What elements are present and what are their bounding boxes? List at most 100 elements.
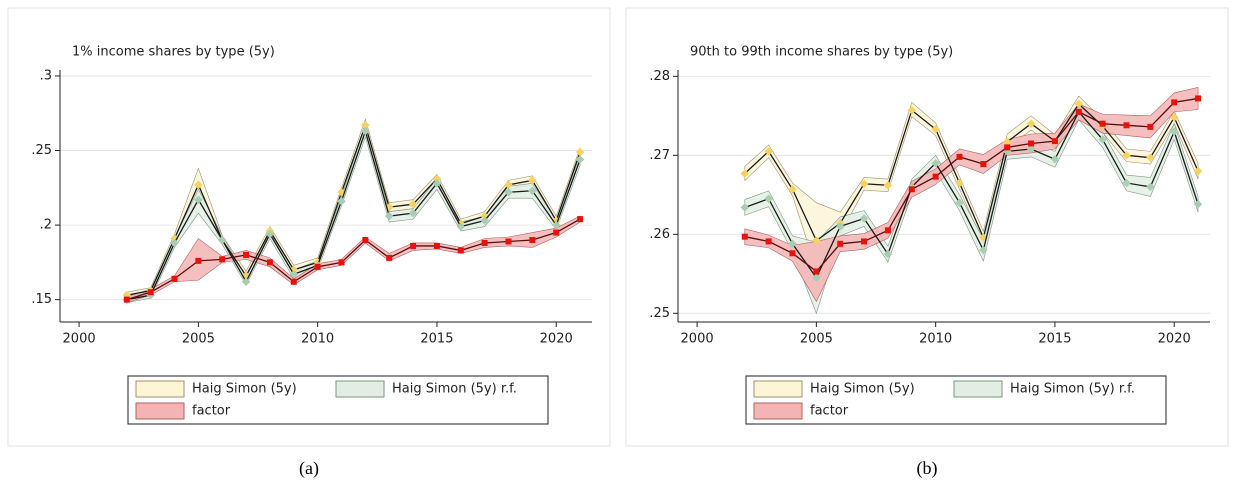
marker <box>266 259 273 266</box>
marker <box>1195 95 1202 102</box>
marker <box>884 227 891 234</box>
marker <box>1171 99 1178 106</box>
x-tick-label: 2020 <box>1158 332 1191 347</box>
marker <box>314 263 321 270</box>
panel-frame <box>7 7 611 447</box>
marker <box>432 179 442 188</box>
marker <box>1099 120 1106 127</box>
marker <box>480 216 489 225</box>
marker <box>361 120 370 130</box>
x-tick-label: 2000 <box>63 332 96 347</box>
marker <box>1004 144 1011 151</box>
marker <box>765 238 772 245</box>
marker <box>553 229 560 236</box>
x-tick-label: 2015 <box>420 332 453 347</box>
marker <box>481 239 488 246</box>
marker <box>932 173 939 180</box>
x-tick-label: 2000 <box>681 332 714 347</box>
marker <box>837 240 844 247</box>
marker <box>1123 122 1130 129</box>
marker <box>980 161 987 168</box>
legend-swatch <box>953 380 1003 398</box>
marker <box>433 242 440 249</box>
y-tick-label: .27 <box>649 148 670 163</box>
marker <box>861 238 868 245</box>
chart-title: 90th to 99th income shares by type (5y) <box>690 45 953 60</box>
series-line <box>126 218 581 301</box>
legend-swatch <box>753 402 803 420</box>
x-tick-label: 2005 <box>800 332 833 347</box>
marker <box>1147 123 1154 130</box>
marker <box>362 236 369 243</box>
marker <box>171 275 178 282</box>
marker <box>505 238 512 245</box>
y-tick-label: .25 <box>649 306 670 321</box>
series-line <box>744 110 1199 280</box>
marker <box>1051 138 1058 145</box>
marker <box>243 251 250 258</box>
x-tick-label: 2010 <box>919 332 952 347</box>
legend-swatch <box>753 380 803 398</box>
legend-label: Haig Simon (5y) <box>192 382 297 397</box>
marker <box>265 229 275 239</box>
legend-label: factor <box>192 404 231 419</box>
y-tick-label: .25 <box>31 143 52 158</box>
legend-label: Haig Simon (5y) <box>810 382 915 397</box>
marker <box>812 273 821 283</box>
marker <box>219 256 226 263</box>
series-line <box>744 97 1199 273</box>
marker <box>289 270 299 279</box>
marker <box>813 268 820 275</box>
legend-label: Haig Simon (5y) r.f. <box>392 382 517 397</box>
band <box>744 95 1199 271</box>
legend-swatch <box>135 402 185 420</box>
marker <box>1028 140 1035 147</box>
marker <box>290 278 297 285</box>
marker <box>217 235 227 245</box>
marker <box>741 233 748 240</box>
marker <box>194 180 203 190</box>
legend-swatch <box>335 380 385 398</box>
marker <box>408 208 418 218</box>
x-tick-label: 2015 <box>1038 332 1071 347</box>
marker <box>908 186 915 193</box>
marker <box>789 250 796 257</box>
y-tick-label: .3 <box>40 68 52 83</box>
x-tick-label: 2005 <box>182 332 215 347</box>
marker <box>410 242 417 249</box>
series-line <box>126 123 581 296</box>
legend-label: factor <box>810 404 849 419</box>
marker <box>577 216 584 223</box>
marker <box>504 188 513 197</box>
marker <box>338 259 345 266</box>
marker <box>529 236 536 243</box>
caption: (b) <box>917 458 938 479</box>
marker <box>384 211 394 221</box>
marker <box>408 199 418 209</box>
y-tick-label: .2 <box>40 218 52 233</box>
y-tick-label: .26 <box>649 227 670 242</box>
chart-title: 1% income shares by type (5y) <box>72 45 275 60</box>
legend-label: Haig Simon (5y) r.f. <box>1010 382 1135 397</box>
panel-frame <box>625 7 1229 447</box>
marker <box>386 254 393 261</box>
marker <box>147 289 154 296</box>
marker <box>432 174 442 184</box>
marker <box>361 126 370 136</box>
x-tick-label: 2020 <box>540 332 573 347</box>
caption: (a) <box>299 458 319 479</box>
y-tick-label: .15 <box>31 292 52 307</box>
marker <box>123 296 130 303</box>
marker <box>170 238 179 248</box>
marker <box>504 180 513 190</box>
marker <box>457 247 464 254</box>
marker <box>337 196 346 206</box>
marker <box>1075 108 1082 115</box>
marker <box>241 277 251 286</box>
x-tick-label: 2010 <box>301 332 334 347</box>
legend-swatch <box>135 380 185 398</box>
series-line <box>126 128 581 301</box>
marker <box>456 222 466 231</box>
marker <box>194 195 203 204</box>
